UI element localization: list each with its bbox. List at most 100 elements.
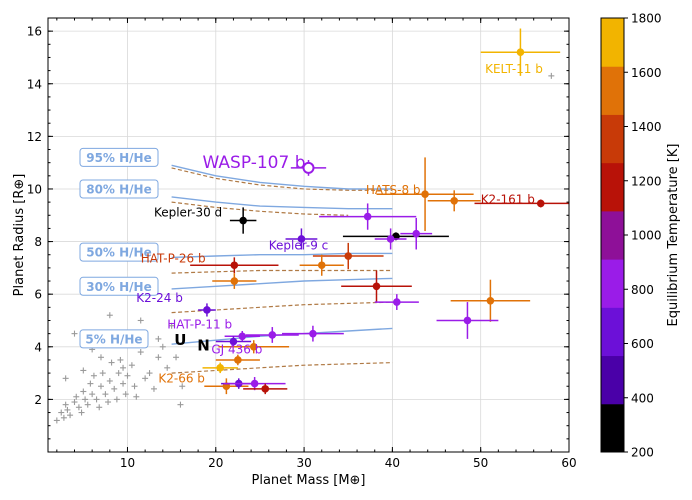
planet-marker (229, 337, 238, 346)
small-planet-marker (97, 354, 104, 361)
colorbar-segment (601, 66, 624, 115)
planet-marker (249, 342, 258, 351)
planet-label: K2-161 b (481, 192, 535, 206)
planet-marker (230, 261, 239, 270)
y-tick-label: 16 (27, 25, 42, 39)
planet-point (243, 383, 288, 395)
small-planet-marker (105, 399, 112, 406)
small-planet-marker (150, 385, 157, 392)
planet-point (450, 279, 531, 322)
planet-label: HAT-P-26 b (141, 252, 206, 266)
colorbar-segment (601, 259, 624, 308)
model-curve-solid (171, 277, 393, 290)
small-planet-marker (155, 354, 162, 361)
planet-point (204, 378, 249, 395)
small-planet-marker (106, 312, 113, 319)
planet-point (400, 217, 433, 250)
y-tick-label: 4 (34, 340, 42, 354)
small-planet-marker (80, 388, 87, 395)
planet-point (319, 203, 417, 230)
model-curve-dashed (171, 167, 393, 191)
planet-marker (516, 48, 525, 56)
planet-point (282, 325, 344, 342)
composition-label: 30% H/He (79, 276, 159, 296)
planet-point (215, 354, 260, 366)
planet-point (436, 302, 499, 339)
y-tick-label: 10 (27, 182, 42, 196)
colorbar-label: Equilibrium Temperature [K] (666, 144, 681, 327)
planet-point (215, 336, 252, 347)
planet-label: HATS-8 b (366, 183, 421, 197)
composition-label: 50% H/He (79, 242, 159, 262)
composition-label-text: 50% H/He (86, 246, 152, 260)
planet-point (374, 294, 419, 310)
planet-point (229, 207, 257, 234)
planet-marker (372, 282, 381, 291)
y-tick-label: 8 (34, 235, 42, 249)
small-planet-marker (128, 362, 135, 369)
planet-label: KELT-11 b (485, 62, 543, 76)
planet-label: K2-66 b (158, 371, 205, 385)
planet-marker (363, 212, 372, 221)
colorbar-tick-label: 600 (631, 337, 654, 351)
colorbar: 200 400 600 800 1000 1200 1400 1600 1800 Equilibr… (600, 12, 681, 460)
small-planet-marker (164, 364, 171, 371)
composition-label-box (79, 276, 159, 296)
planet-label: WASP-107 b (203, 153, 306, 173)
solar-system-label: U (174, 331, 186, 349)
colorbar-tick-label: 200 (631, 446, 654, 460)
small-planet-marker (97, 383, 104, 390)
planet-point (299, 254, 344, 276)
colorbar-segment (601, 307, 624, 357)
y-tick-label: 12 (27, 130, 42, 144)
planet-point (312, 242, 384, 270)
planet-point (374, 228, 407, 250)
planet-marker (450, 197, 459, 205)
model-curve-solid (171, 252, 393, 259)
small-planet-marker (124, 372, 131, 379)
model-curve-dashed (171, 362, 393, 374)
small-planet-marker (102, 391, 109, 398)
planet-label: HAT-P-11 b (167, 317, 232, 331)
x-tick-label: 40 (385, 456, 400, 470)
small-planets (53, 72, 555, 424)
x-axis-label: Planet Mass [M⊕] (252, 473, 366, 488)
planet-point (245, 327, 299, 343)
colorbar-segment (601, 210, 624, 260)
planet-point (198, 303, 216, 317)
planet-marker (203, 306, 211, 314)
small-planet-marker (62, 401, 69, 408)
planet-label: K2-24 b (136, 291, 183, 305)
colorbar-segment (601, 355, 624, 405)
model-curve-solid (171, 196, 393, 210)
small-planet-marker (96, 404, 103, 411)
y-axis-label: Planet Radius [R⊕] (12, 174, 27, 297)
colorbar-segment (601, 114, 624, 164)
small-planet-marker (60, 414, 67, 421)
planet-marker (463, 316, 472, 325)
planet-marker (230, 277, 239, 285)
small-planet-marker (131, 383, 138, 390)
model-curve-solid (171, 164, 393, 190)
composition-label-text: 5% H/He (85, 332, 142, 346)
small-planet-marker (90, 372, 97, 379)
y-tick-label: 2 (34, 393, 42, 407)
small-planet-marker (108, 359, 115, 366)
planet-point (212, 273, 257, 289)
planet-marker (216, 364, 224, 372)
small-planet-marker (113, 396, 120, 403)
colorbar-segment (601, 162, 624, 212)
composition-label: 5% H/He (79, 329, 149, 349)
small-planet-marker (142, 375, 149, 382)
planet-point (341, 270, 412, 303)
planet-point (224, 331, 260, 342)
plot-frame (47, 17, 570, 453)
planet-point (290, 160, 327, 176)
composition-label-text: 95% H/He (86, 151, 152, 165)
small-planet-marker (159, 343, 166, 350)
small-planet-marker (122, 391, 129, 398)
planet-marker (309, 329, 317, 338)
small-planet-marker (71, 330, 78, 337)
